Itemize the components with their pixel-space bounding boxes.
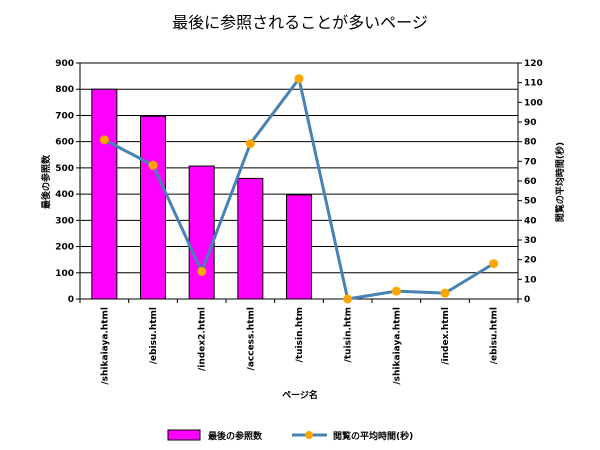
bar: [237, 177, 264, 300]
left-y-axis-label: 最後の参照数: [40, 154, 52, 209]
right-y-tick-label: 70: [524, 157, 537, 167]
right-y-tick-label: 0: [524, 295, 530, 305]
line-point: [489, 259, 499, 269]
bar: [91, 88, 118, 300]
x-tick-label: /index2.html: [198, 307, 208, 371]
right-y-tick-label: 20: [524, 256, 537, 266]
line-point: [99, 135, 109, 145]
x-tick-label: /shikaiaya.html: [100, 307, 110, 385]
x-tick-label: /ebisu.html: [149, 307, 159, 364]
line-series: [99, 74, 499, 304]
right-y-tick-label: 40: [524, 216, 537, 226]
left-y-tick-label: 400: [55, 190, 74, 200]
left-y-tick-label: 300: [55, 216, 74, 226]
x-tick-label: /tuisin.htm: [295, 307, 305, 362]
left-y-tick-label: 500: [55, 164, 74, 174]
legend-bar-label: 最後の参照数: [208, 430, 263, 442]
right-y-tick-label: 60: [524, 177, 537, 187]
left-y-ticks: 0 100 200 300 400 500 600 700 800 900: [55, 59, 80, 305]
line-point: [391, 286, 401, 296]
chart-title: 最後に参照されることが多いページ: [172, 13, 428, 32]
left-y-tick-label: 600: [55, 138, 74, 148]
bar: [188, 165, 215, 300]
x-tick-label: /access.html: [246, 307, 256, 370]
right-y-axis-label: 閲覧の平均時間(秒): [554, 142, 566, 222]
line-point: [343, 294, 353, 304]
left-y-tick-label: 200: [55, 243, 74, 253]
x-axis-label: ページ名: [282, 389, 318, 401]
x-tick-label: /index.html: [441, 307, 451, 365]
x-tick-label: /shikaiaya.html: [392, 307, 402, 385]
legend-line-marker: [305, 431, 313, 439]
bar: [140, 115, 166, 300]
left-y-tick-label: 0: [68, 295, 74, 305]
line-point: [148, 160, 158, 170]
bar: [286, 194, 312, 300]
right-y-tick-label: 90: [524, 118, 537, 128]
right-y-tick-label: 110: [524, 79, 543, 89]
bars: [91, 88, 312, 300]
x-tick-labels: /shikaiaya.html/ebisu.html/index2.html/a…: [100, 307, 499, 385]
x-tick-label: /tuisin.htm: [344, 307, 354, 362]
right-y-ticks: 0 10 20 30 40 50 60 70 80 90 100 110 120: [518, 59, 543, 305]
left-y-tick-label: 700: [55, 111, 74, 121]
legend-line-label: 閲覧の平均時間(秒): [333, 430, 413, 442]
x-tick-label: /ebisu.html: [490, 307, 500, 364]
right-y-tick-label: 100: [524, 98, 543, 108]
legend: 最後の参照数 閲覧の平均時間(秒): [167, 429, 413, 442]
right-y-tick-label: 10: [524, 275, 537, 285]
left-y-tick-label: 900: [55, 59, 74, 69]
legend-bar-swatch: [167, 429, 201, 441]
line-point: [197, 266, 207, 276]
line-point: [440, 288, 450, 298]
line-point: [245, 139, 255, 149]
right-y-tick-label: 80: [524, 138, 537, 148]
right-y-tick-label: 120: [524, 59, 543, 69]
right-y-tick-label: 50: [524, 197, 537, 207]
left-y-tick-label: 800: [55, 85, 74, 95]
line-point: [294, 74, 304, 84]
left-y-tick-label: 100: [55, 269, 74, 279]
right-y-tick-label: 30: [524, 236, 537, 246]
